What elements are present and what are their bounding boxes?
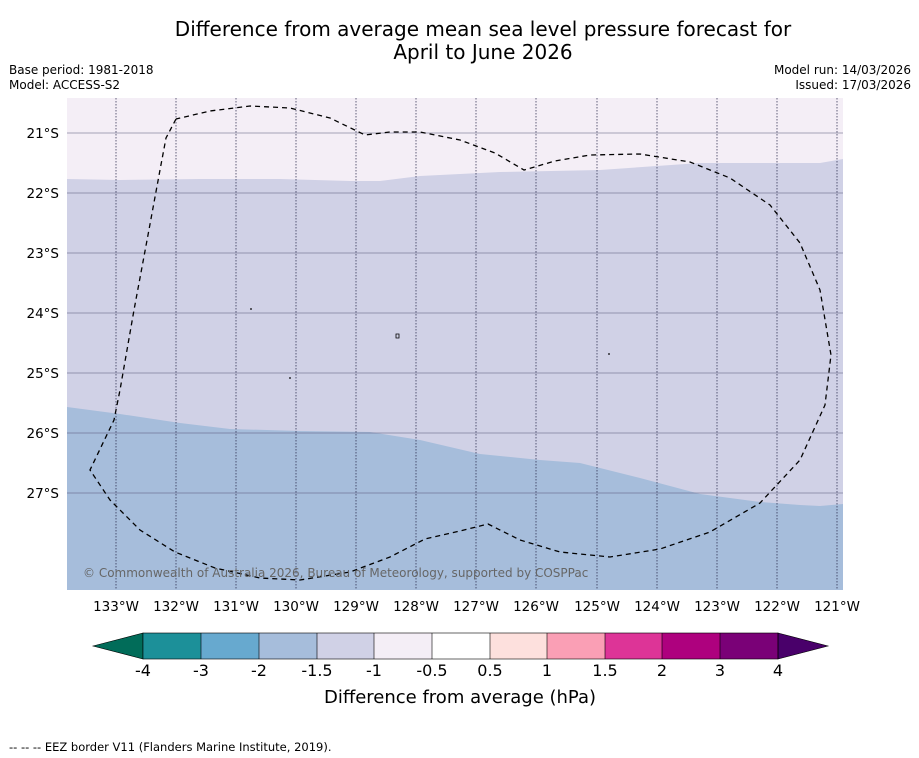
lon-label: 128°W: [393, 599, 439, 615]
lat-label: 23°S: [27, 246, 60, 262]
lat-label: 27°S: [27, 486, 60, 502]
lat-label: 24°S: [27, 306, 60, 322]
colorbar-swatch: [490, 633, 547, 659]
model-run: Model run: 14/03/2026: [773, 63, 911, 77]
lat-label: 21°S: [27, 126, 60, 142]
colorbar-swatch: [720, 633, 778, 659]
colorbar-tick-label: -1.5: [301, 661, 332, 680]
region-minus2-to-minus15: [67, 407, 843, 590]
colorbar-swatch: [317, 633, 374, 659]
base-period: Base period: 1981-2018: [9, 63, 154, 77]
longitude-labels: 133°W 132°W 131°W 130°W 129°W 128°W 127°…: [93, 599, 860, 615]
graticule: [115, 98, 838, 590]
colorbar: -4 -3 -2 -1.5 -1 -0.5 0.5 1 1.5 2 3 4 Di…: [91, 632, 830, 708]
lat-label: 26°S: [27, 426, 60, 442]
lon-label: 127°W: [453, 599, 499, 615]
colorbar-tick-label: 4: [773, 661, 783, 680]
meta-right: Model run: 14/03/2026 Issued: 17/03/2026: [774, 63, 911, 93]
colorbar-tick-label: 3: [715, 661, 725, 680]
colorbar-over-arrow: [777, 632, 830, 660]
colorbar-swatch: [143, 633, 201, 659]
eez-border: [89, 105, 832, 581]
lon-label: 133°W: [93, 599, 139, 615]
copyright-note: © Commonwealth of Australia 2026, Bureau…: [83, 566, 588, 580]
colorbar-swatch: [259, 633, 317, 659]
colorbar-tick-label: -0.5: [416, 661, 447, 680]
island-dot-3: [608, 353, 610, 355]
lon-label: 125°W: [574, 599, 620, 615]
colorbar-tick-label: -3: [193, 661, 209, 680]
issued-date: Issued: 17/03/2026: [795, 78, 911, 92]
colorbar-dividers: [142, 632, 779, 660]
colorbar-swatch: [201, 633, 259, 659]
colorbar-under-arrow: [91, 632, 144, 660]
map-plot-area: © Commonwealth of Australia 2026, Bureau…: [67, 98, 843, 590]
colorbar-swatch: [605, 633, 662, 659]
colorbar-tick-label: -2: [251, 661, 267, 680]
island-dot-2: [289, 377, 291, 379]
colorbar-ticks: -4 -3 -2 -1.5 -1 -0.5 0.5 1 1.5 2 3 4: [135, 661, 783, 680]
lat-label: 25°S: [27, 366, 60, 382]
colorbar-title: Difference from average (hPa): [324, 687, 596, 708]
colorbar-tick-label: 0.5: [477, 661, 502, 680]
lon-label: 124°W: [634, 599, 680, 615]
colorbar-tick-label: 1.5: [592, 661, 617, 680]
title-line-1: Difference from average mean sea level p…: [174, 17, 792, 41]
lon-label: 126°W: [513, 599, 559, 615]
colorbar-swatch: [432, 633, 490, 659]
model-name: Model: ACCESS-S2: [9, 78, 121, 92]
lon-label: 132°W: [153, 599, 199, 615]
lon-label: 129°W: [333, 599, 379, 615]
island-dot-1: [250, 308, 252, 310]
colorbar-swatch: [547, 633, 605, 659]
title-line-2: April to June 2026: [393, 40, 573, 64]
colorbar-tick-label: 2: [657, 661, 667, 680]
lon-label: 131°W: [213, 599, 259, 615]
colorbar-swatch: [662, 633, 720, 659]
eez-footnote: -- -- -- EEZ border V11 (Flanders Marine…: [9, 740, 332, 754]
lon-label: 130°W: [273, 599, 319, 615]
colorbar-tick-label: -1: [366, 661, 382, 680]
island-outline-1: [395, 333, 400, 339]
colorbar-tick-label: 1: [542, 661, 552, 680]
lon-label: 123°W: [694, 599, 740, 615]
lon-label: 121°W: [814, 599, 860, 615]
map-title: Difference from average mean sea level p…: [0, 18, 919, 64]
latitude-lines: [67, 132, 843, 494]
meta-left: Base period: 1981-2018 Model: ACCESS-S2: [9, 63, 154, 93]
lat-label: 22°S: [27, 186, 60, 202]
colorbar-swatch: [374, 633, 432, 659]
latitude-labels: 21°S 22°S 23°S 24°S 25°S 26°S 27°S: [27, 126, 60, 502]
lon-label: 122°W: [754, 599, 800, 615]
colorbar-tick-label: -4: [135, 661, 151, 680]
